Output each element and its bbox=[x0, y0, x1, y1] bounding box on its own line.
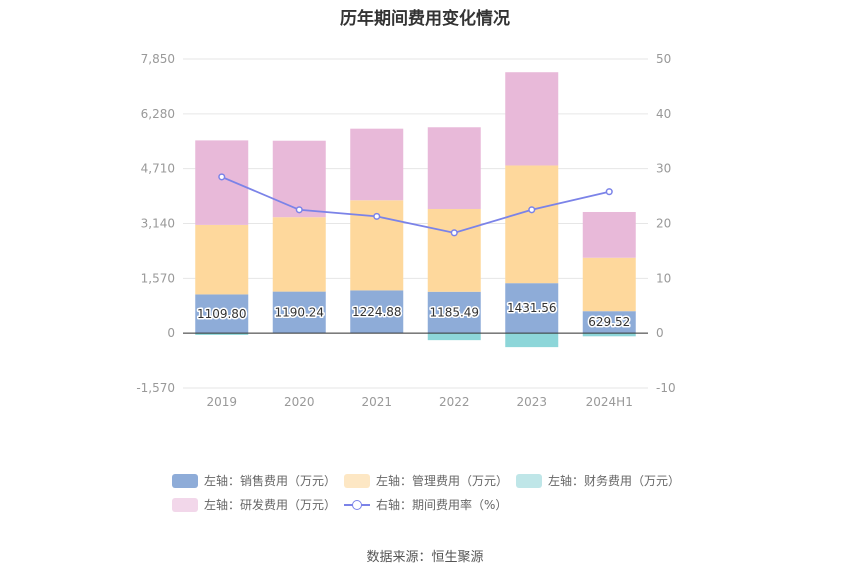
admin-bar bbox=[272, 217, 326, 292]
legend-line-marker bbox=[344, 498, 370, 512]
right-tick-label: 40 bbox=[656, 107, 671, 121]
sales-value-label: 1431.56 bbox=[507, 301, 557, 315]
right-tick-label: 10 bbox=[656, 271, 671, 285]
legend-swatch-sales bbox=[172, 473, 198, 488]
rnd-bar bbox=[272, 140, 326, 218]
admin-bar bbox=[427, 208, 481, 292]
right-tick-label: 0 bbox=[656, 326, 664, 340]
expense-rate-point bbox=[528, 206, 536, 214]
data-source: 数据来源：恒生聚源 bbox=[366, 550, 484, 565]
bar-series bbox=[195, 72, 636, 348]
sales-bar bbox=[195, 294, 249, 334]
right-tick-label: -10 bbox=[656, 381, 676, 395]
expense-rate-point bbox=[373, 212, 381, 220]
rnd-bar bbox=[427, 127, 481, 209]
legend-item-finance[interactable]: 左轴：财务费用（万元） bbox=[516, 472, 680, 489]
rnd-bar bbox=[505, 72, 559, 166]
right-axis: 50 40 30 20 10 0 -10 bbox=[656, 52, 676, 395]
expense-rate-point bbox=[605, 188, 613, 196]
legend-label-sales: 左轴：销售费用（万元） bbox=[204, 474, 337, 488]
legend-swatch-rnd bbox=[172, 497, 198, 512]
expense-rate-point bbox=[295, 206, 303, 214]
left-tick-label: 4,710 bbox=[141, 162, 175, 176]
left-tick-label: -1,570 bbox=[136, 381, 175, 395]
rnd-bar bbox=[582, 211, 636, 258]
left-tick-label: 6,280 bbox=[141, 107, 175, 121]
right-tick-label: 20 bbox=[656, 217, 671, 231]
admin-bar bbox=[195, 224, 249, 295]
left-axis: 7,850 6,280 4,710 3,140 1,570 0 -1,570 bbox=[136, 52, 175, 395]
line-series bbox=[218, 173, 613, 237]
sales-value-label: 1224.88 bbox=[352, 305, 402, 319]
gridlines bbox=[183, 58, 648, 389]
chart-title: 历年期间费用变化情况 bbox=[340, 9, 510, 29]
legend-label-expense-rate: 右轴：期间费用率（%） bbox=[376, 498, 508, 512]
x-tick-label: 2020 bbox=[284, 395, 315, 409]
sales-bar bbox=[427, 291, 481, 334]
expense-rate-point bbox=[450, 229, 458, 237]
admin-bar bbox=[582, 257, 636, 312]
x-tick-label: 2022 bbox=[439, 395, 470, 409]
legend-label-rnd: 左轴：研发费用（万元） bbox=[204, 498, 337, 512]
expense-rate-line bbox=[221, 176, 610, 234]
x-tick-label: 2023 bbox=[516, 395, 547, 409]
x-tick-label: 2021 bbox=[361, 395, 392, 409]
legend-swatch-finance bbox=[516, 473, 542, 488]
left-tick-label: 1,570 bbox=[141, 271, 175, 285]
legend-item-sales[interactable]: 左轴：销售费用（万元） bbox=[172, 472, 336, 489]
legend-item-expense-rate[interactable]: 右轴：期间费用率（%） bbox=[344, 496, 507, 513]
left-tick-label: 7,850 bbox=[141, 52, 175, 66]
finance-bar bbox=[582, 333, 636, 337]
expense-rate-point bbox=[218, 173, 226, 181]
sales-bar bbox=[582, 311, 636, 334]
rnd-bar bbox=[350, 128, 404, 201]
finance-bar bbox=[195, 333, 249, 335]
legend-item-admin[interactable]: 左轴：管理费用（万元） bbox=[344, 472, 508, 489]
rnd-bar bbox=[195, 140, 249, 225]
sales-bar bbox=[350, 290, 404, 334]
left-tick-label: 3,140 bbox=[141, 217, 175, 231]
sales-value-label: 1190.24 bbox=[274, 305, 324, 319]
finance-bar bbox=[427, 333, 481, 341]
finance-bar bbox=[505, 333, 559, 348]
chart-plot: 7,850 6,280 4,710 3,140 1,570 0 -1,570 50 40 30 2… bbox=[136, 52, 676, 409]
x-tick-label: 2024H1 bbox=[586, 395, 633, 409]
x-tick-label: 2019 bbox=[206, 395, 237, 409]
bar-labels: 1109.80 1190.24 1224.88 1185.49 1431.56 629.5… bbox=[195, 300, 631, 331]
right-tick-label: 50 bbox=[656, 52, 671, 66]
left-tick-label: 0 bbox=[167, 326, 175, 340]
sales-bar bbox=[272, 291, 326, 334]
sales-bar bbox=[505, 283, 559, 334]
legend-swatch-admin bbox=[344, 473, 370, 488]
right-tick-label: 30 bbox=[656, 162, 671, 176]
sales-value-label: 629.52 bbox=[588, 315, 630, 329]
sales-value-label: 1109.80 bbox=[197, 307, 247, 321]
legend-label-finance: 左轴：财务费用（万元） bbox=[548, 474, 681, 488]
legend-label-admin: 左轴：管理费用（万元） bbox=[376, 474, 509, 488]
sales-value-label: 1185.49 bbox=[429, 305, 479, 319]
x-axis: 2019 2020 2021 2022 2023 2024H1 bbox=[183, 332, 648, 409]
admin-bar bbox=[505, 165, 559, 284]
legend-item-rnd[interactable]: 左轴：研发费用（万元） bbox=[172, 496, 336, 513]
